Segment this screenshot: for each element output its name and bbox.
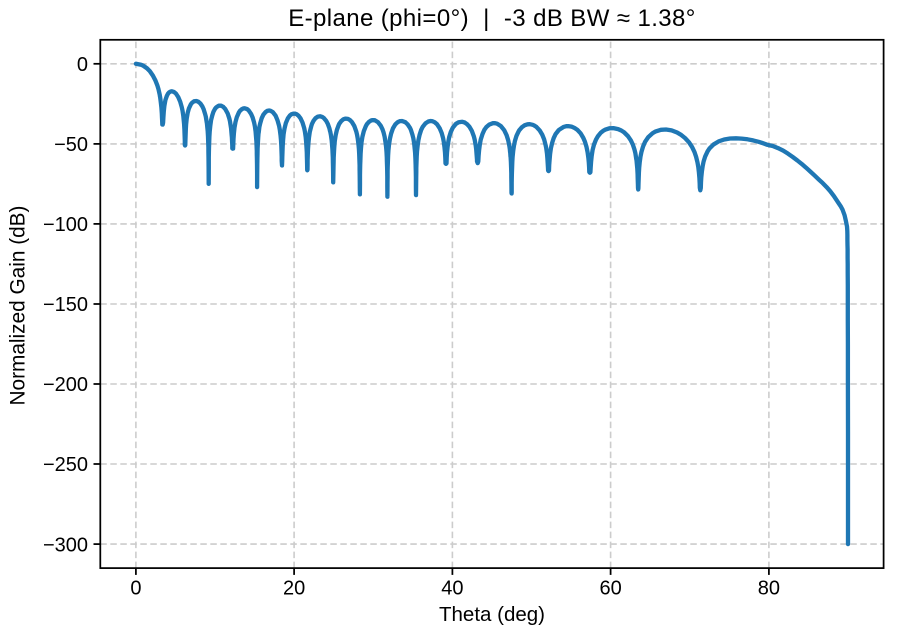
svg-text:−150: −150 [43,294,88,316]
svg-text:80: 80 [758,578,780,600]
svg-text:0: 0 [130,578,141,600]
svg-text:E-plane (phi=0°) | -3 dB BW: E-plane (phi=0°) | -3 dB BW ≈ 1.38° [288,5,696,32]
svg-text:Normalized Gain (dB): Normalized Gain (dB) [7,206,30,406]
svg-text:−100: −100 [43,214,88,236]
svg-text:−200: −200 [43,374,88,396]
svg-text:−300: −300 [43,534,88,556]
svg-text:−250: −250 [43,454,88,476]
svg-text:20: 20 [283,578,305,600]
svg-text:0: 0 [77,54,88,76]
svg-text:60: 60 [599,578,621,600]
svg-text:Theta (deg): Theta (deg) [439,603,545,626]
svg-text:−50: −50 [54,134,88,156]
svg-text:40: 40 [441,578,463,600]
